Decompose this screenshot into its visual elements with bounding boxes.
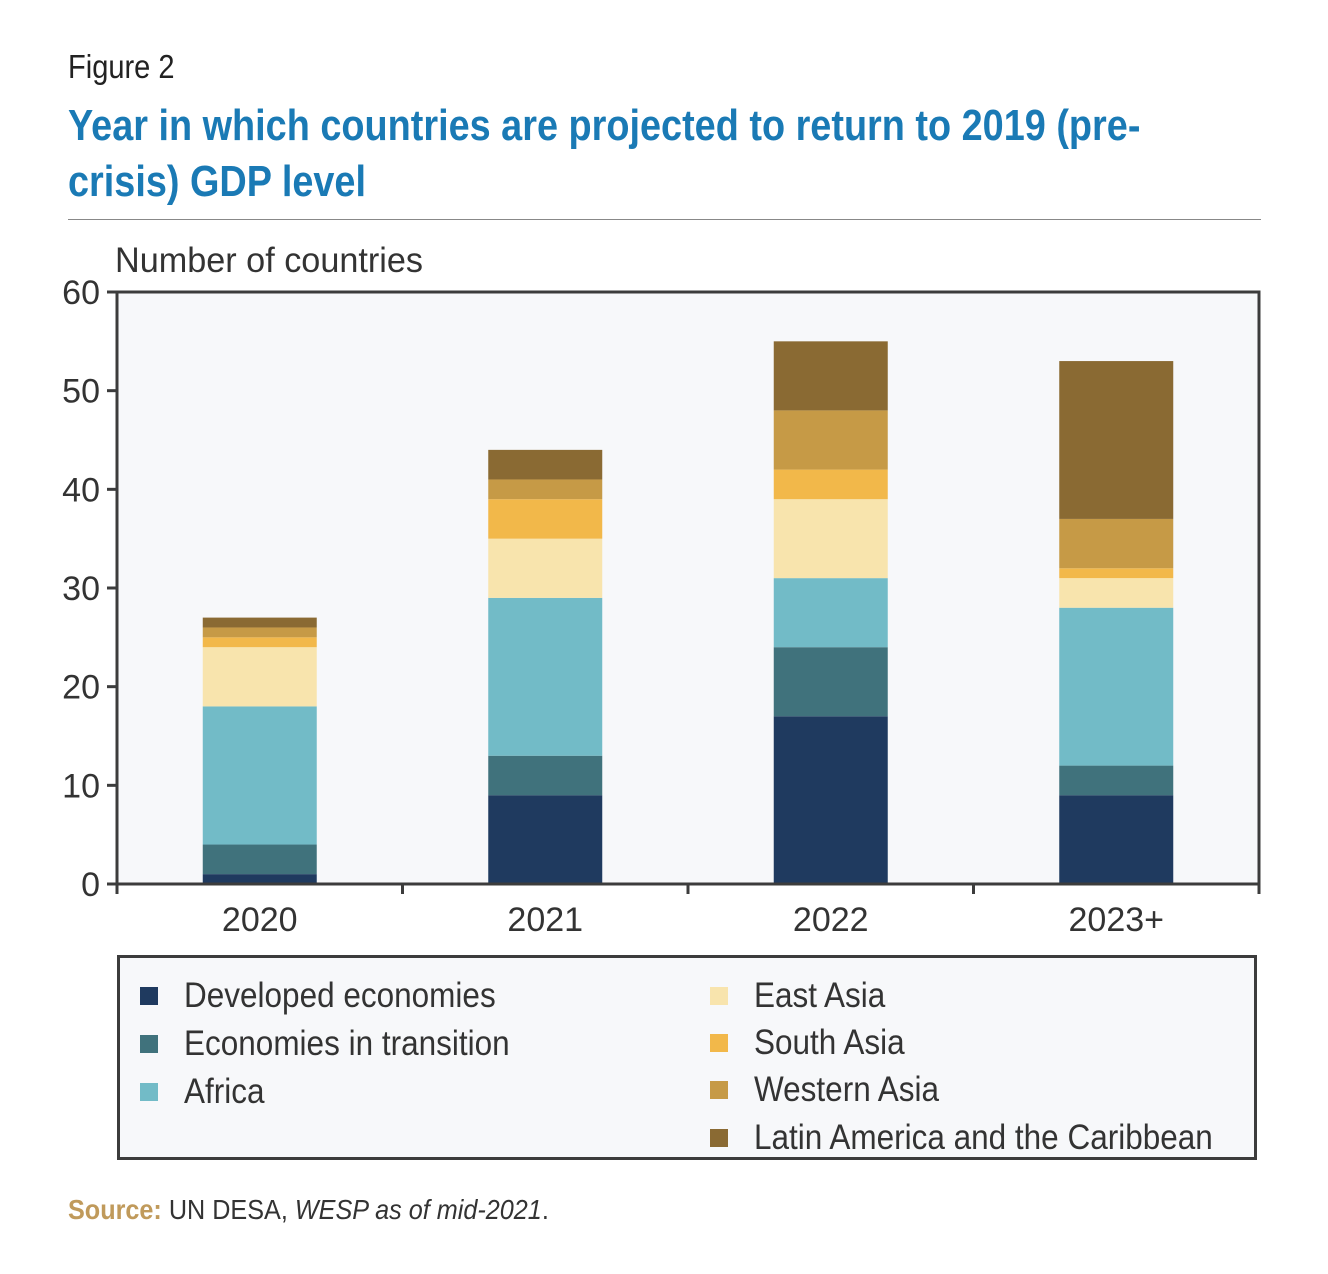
legend-swatch [140,1035,158,1053]
bar-segment [202,637,317,648]
bar-segment [773,499,888,579]
y-tick-label: 30 [62,570,100,608]
y-tick-label: 0 [81,866,100,904]
legend-swatch [710,1034,728,1052]
y-tick-label: 60 [62,274,100,312]
bar-segment [488,479,603,500]
x-tick-label: 2021 [507,901,583,939]
title-divider [68,219,1261,220]
bar-segment [488,597,603,756]
bar-segment [488,449,603,480]
source-end: . [541,1194,549,1225]
bar-segment [773,341,888,411]
bar-segment [202,627,317,638]
bar-segment [773,410,888,470]
legend-swatch [140,1083,158,1101]
legend-item: Africa [140,1072,273,1112]
bar-segment [1059,518,1174,569]
legend-label: Africa [184,1072,265,1111]
legend-item: Western Asia [710,1070,960,1110]
stacked-bar-chart: Number of countries 0 10 20 30 40 50 60 2020 2021… [62,241,1261,939]
bar-segment [773,469,888,500]
x-tick-label: 2020 [222,901,298,939]
bar-segment [1059,607,1174,766]
bar-segment [202,844,317,875]
legend-label: Economies in transition [184,1024,510,1063]
legend-label: South Asia [754,1023,905,1062]
bar-segment [1059,361,1174,519]
source-note: Source: UN DESA, WESP as of mid-2021. [68,1194,549,1226]
legend-label: East Asia [754,976,886,1015]
x-tick-label: 2023+ [1069,901,1165,939]
legend-swatch [710,1081,728,1099]
legend-label: Latin America and the Caribbean [754,1118,1213,1157]
bar-segment [488,795,603,884]
legend: Developed economies Economies in transiti… [117,955,1257,1160]
source-italic: WESP as of mid-2021 [294,1194,542,1225]
legend-label: Western Asia [754,1070,940,1109]
bar-segment [202,706,317,845]
legend-item: Developed economies [140,976,530,1016]
bar-segment [488,538,603,598]
legend-label: Developed economies [184,976,496,1015]
y-tick-label: 50 [62,373,100,411]
bar-segment [1059,795,1174,884]
y-tick-label: 40 [62,471,100,509]
source-label: Source: [68,1194,162,1225]
x-tick-label: 2022 [793,901,869,939]
bar-segment [202,647,317,707]
legend-swatch [140,987,158,1005]
legend-swatch [710,987,728,1005]
legend-item: East Asia [710,976,900,1016]
bar-segment [1059,765,1174,796]
bar-segment [1059,578,1174,608]
legend-swatch [710,1129,728,1147]
figure-label: Figure 2 [68,48,175,85]
bar-segment [773,716,888,884]
y-tick-label: 20 [62,669,100,707]
bar-segment [488,755,603,796]
bar-segment [1059,568,1174,579]
y-axis-label: Number of countries [115,241,423,280]
bar-segment [202,874,317,884]
bar-segment [773,578,888,648]
bar-segment [202,617,317,628]
source-text: UN DESA, [168,1194,295,1225]
chart-title: Year in which countries are projected to… [68,101,1141,206]
bar-segment [488,499,603,539]
legend-item: Latin America and the Caribbean [710,1118,1264,1158]
y-tick-label: 10 [62,767,100,805]
legend-item: South Asia [710,1023,921,1063]
bar-segment [773,647,888,717]
legend-item: Economies in transition [140,1024,546,1064]
